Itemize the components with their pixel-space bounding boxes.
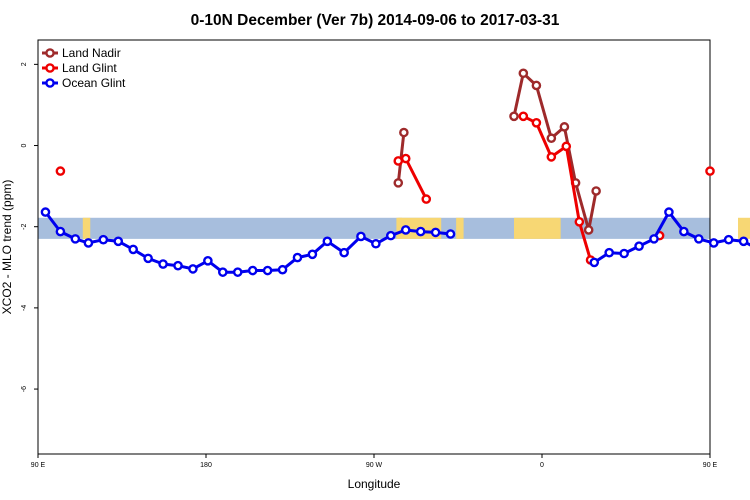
ocean-glint-point	[339, 247, 349, 258]
land-patch	[514, 217, 561, 239]
legend-ocean-glint-label: Ocean Glint	[62, 76, 126, 90]
ocean-glint-point	[589, 257, 600, 268]
ocean-glint-point	[128, 244, 138, 255]
y-tick-label: 0	[21, 143, 28, 147]
land-nadir-point	[583, 225, 594, 235]
ocean-glint-point	[738, 236, 749, 247]
land-glint-point	[561, 141, 572, 152]
ocean-glint-point	[445, 229, 456, 239]
land-glint-point	[400, 153, 411, 164]
land-glint-point	[574, 217, 585, 227]
land-nadir-point	[393, 178, 404, 188]
y-tick-label: -2	[21, 223, 28, 229]
ocean-glint-point	[400, 225, 411, 235]
ocean-glint-point	[83, 238, 94, 248]
ocean-glint-point	[217, 267, 228, 277]
ocean-glint-point	[173, 260, 183, 271]
series-group	[40, 68, 750, 277]
ocean-glint-point	[232, 267, 243, 277]
map-band	[38, 217, 750, 239]
land-nadir-point	[559, 122, 570, 132]
series-land-nadir	[393, 68, 601, 235]
ocean-glint-point	[356, 231, 366, 242]
land-glint-line	[397, 157, 428, 200]
ocean-glint-point	[634, 241, 644, 251]
series-ocean-glint	[40, 207, 750, 277]
ocean-glint-point	[604, 247, 615, 258]
chart-title: 0-10N December (Ver 7b) 2014-09-06 to 20…	[191, 12, 560, 29]
legend-land-nadir-marker	[45, 48, 55, 58]
land-nadir-point	[399, 127, 409, 138]
y-axis-label: XCO2 - MLO trend (ppm)	[0, 180, 14, 315]
y-tick-label: -4	[21, 305, 28, 311]
land-glint-point	[393, 156, 404, 166]
legend-land-nadir-label: Land Nadir	[62, 46, 121, 60]
ocean-glint-point	[664, 207, 674, 217]
ocean-glint-point	[55, 226, 66, 237]
y-tick-label: -6	[21, 386, 28, 392]
ocean-glint-point	[371, 238, 381, 249]
ocean-glint-point	[292, 252, 303, 263]
x-tick-label: 90 E	[31, 462, 46, 469]
ocean-glint-point	[247, 265, 258, 276]
ocean-glint-point	[679, 226, 689, 237]
land-nadir-point	[531, 80, 542, 91]
ocean-glint-point	[694, 234, 704, 244]
x-tick-label: 90 E	[703, 462, 718, 469]
ocean-glint-point	[143, 253, 153, 264]
ocean-glint-point	[203, 255, 213, 266]
land-glint-point	[705, 166, 715, 176]
ocean-glint-point	[277, 264, 288, 275]
series-land-glint	[55, 111, 715, 265]
land-nadir-point	[518, 68, 529, 79]
land-nadir-point	[591, 186, 601, 196]
land-nadir-line	[512, 71, 598, 232]
ocean-glint-point	[188, 264, 198, 274]
ocean-glint-point	[708, 238, 719, 248]
ocean-glint-line	[44, 211, 451, 274]
legend-land-glint-label: Land Glint	[62, 61, 117, 75]
land-glint-point	[546, 152, 557, 162]
legend-ocean-glint-marker	[45, 78, 55, 88]
ocean-glint-point	[322, 236, 333, 247]
land-patch	[456, 217, 464, 239]
ocean-glint-point	[113, 236, 124, 247]
land-glint-point	[421, 194, 432, 204]
ocean-glint-point	[385, 230, 396, 241]
y-axis: 2 0 -2 -4 -6	[21, 62, 38, 392]
ocean-band	[38, 217, 710, 239]
ocean-glint-point	[415, 226, 426, 237]
ocean-glint-point	[430, 227, 441, 238]
legend-land-glint-marker	[45, 63, 55, 73]
ocean-glint-point	[70, 234, 81, 244]
land-glint-point	[55, 166, 66, 176]
ocean-glint-point	[262, 265, 273, 276]
ocean-glint-point	[723, 234, 734, 245]
ocean-glint-point	[40, 207, 51, 217]
ocean-glint-point	[98, 234, 109, 245]
x-axis-label: Longitude	[348, 477, 401, 491]
land-patch	[738, 217, 750, 239]
ocean-glint-point	[158, 259, 168, 269]
x-tick-label: 90 W	[366, 462, 383, 469]
land-nadir-point	[546, 133, 557, 144]
ocean-glint-point	[619, 248, 629, 259]
land-patch	[82, 217, 91, 239]
x-tick-label: 0	[540, 462, 544, 469]
x-tick-label: 180	[200, 462, 212, 469]
land-nadir-point	[509, 111, 519, 122]
ocean-glint-point	[649, 234, 659, 244]
y-tick-label: 2	[21, 62, 28, 66]
ocean-glint-point	[307, 249, 318, 260]
land-glint-point	[531, 118, 542, 128]
land-glint-point	[518, 111, 529, 122]
